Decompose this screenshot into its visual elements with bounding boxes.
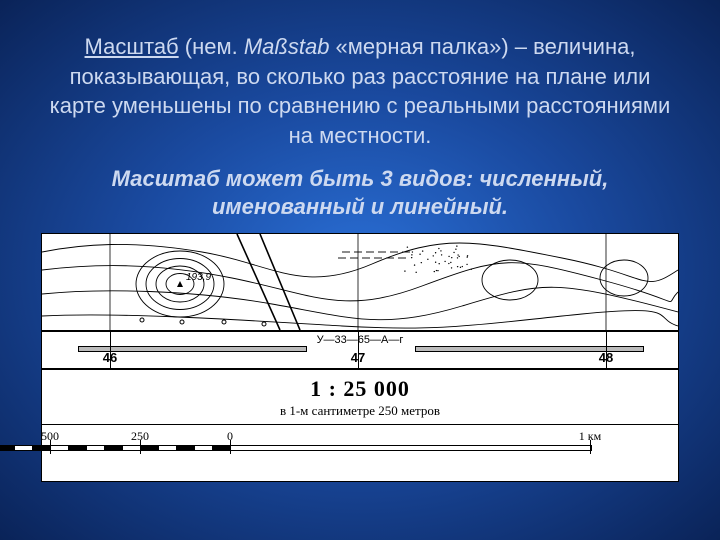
contour-map-strip: 193,9 bbox=[42, 234, 678, 332]
named-scale: в 1-м сантиметре 250 метров bbox=[42, 402, 678, 419]
etym-gloss: «мерная палка») bbox=[329, 34, 508, 59]
grid-label-row: У—33—65—А—г 46 47 48 bbox=[42, 332, 678, 370]
term: Масштаб bbox=[85, 34, 179, 59]
map-scale-figure: 193,9 У—33—65—А—г 46 47 48 1 : 25 000 в 1-… bbox=[41, 233, 679, 482]
linear-scale-ext-segment bbox=[0, 445, 15, 451]
scale-label: 250 bbox=[131, 429, 149, 444]
scale-label: 1 км bbox=[579, 429, 601, 444]
etym-word: Maßstab bbox=[244, 34, 330, 59]
linear-scale-ext-segment bbox=[86, 445, 105, 451]
linear-scale-ext-segment bbox=[158, 445, 177, 451]
grid-label: 47 bbox=[351, 350, 365, 365]
definition-paragraph: Масштаб (нем. Maßstab «мерная палка») – … bbox=[0, 0, 720, 159]
linear-scale-ext-segment bbox=[194, 445, 213, 451]
linear-scale-main-bar bbox=[230, 445, 592, 451]
grid-label: 46 bbox=[103, 350, 117, 365]
linear-scale-ext-segment bbox=[104, 445, 123, 451]
scale-label: 500 bbox=[41, 429, 59, 444]
etym-open: (нем. bbox=[179, 34, 244, 59]
grid-label: 48 bbox=[599, 350, 613, 365]
linear-scale-ext-segment bbox=[140, 445, 159, 451]
linear-scale-ext-segment bbox=[32, 445, 51, 451]
sheet-code: У—33—65—А—г bbox=[317, 334, 404, 346]
linear-scale-ext-segment bbox=[176, 445, 195, 451]
scale-label: 0 bbox=[227, 429, 233, 444]
linear-scale-ext-segment bbox=[212, 445, 231, 451]
numeric-scale-row: 1 : 25 000 в 1-м сантиметре 250 метров bbox=[42, 370, 678, 425]
contour-svg bbox=[42, 234, 678, 330]
slide: Масштаб (нем. Maßstab «мерная палка») – … bbox=[0, 0, 720, 540]
linear-scale-ext-segment bbox=[50, 445, 69, 451]
numeric-scale: 1 : 25 000 bbox=[42, 370, 678, 402]
linear-scale-ext-segment bbox=[122, 445, 141, 451]
kinds-paragraph: Масштаб может быть 3 видов: численный, и… bbox=[0, 159, 720, 233]
linear-scale-ext-segment bbox=[68, 445, 87, 451]
linear-scale-row: 100075050025001 кмм bbox=[42, 425, 678, 481]
linear-scale-ext-segment bbox=[14, 445, 33, 451]
elevation-point-label: 193,9 bbox=[186, 272, 211, 283]
